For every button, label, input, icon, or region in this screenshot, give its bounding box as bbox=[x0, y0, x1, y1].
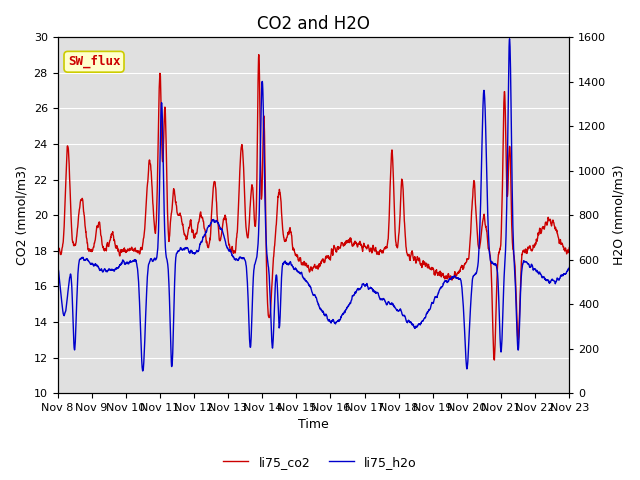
li75_h2o bbox=[506, 36, 513, 42]
li75_h2o bbox=[196, 241, 204, 247]
li75_h2o bbox=[139, 368, 147, 374]
Text: SW_flux: SW_flux bbox=[68, 55, 120, 69]
Line: li75_h2o: li75_h2o bbox=[58, 39, 570, 371]
li75_co2 bbox=[490, 357, 498, 363]
li75_co2 bbox=[535, 232, 543, 238]
li75_co2 bbox=[328, 250, 336, 256]
Y-axis label: CO2 (mmol/m3): CO2 (mmol/m3) bbox=[15, 165, 28, 265]
li75_h2o bbox=[328, 318, 336, 324]
Line: li75_co2: li75_co2 bbox=[58, 55, 570, 360]
li75_h2o bbox=[535, 271, 543, 277]
li75_co2 bbox=[521, 249, 529, 254]
li75_co2 bbox=[462, 260, 470, 265]
li75_co2 bbox=[196, 211, 204, 216]
li75_h2o bbox=[54, 262, 61, 267]
li75_co2 bbox=[339, 241, 347, 247]
Legend: li75_co2, li75_h2o: li75_co2, li75_h2o bbox=[218, 451, 422, 474]
Y-axis label: H2O (mmol/m3): H2O (mmol/m3) bbox=[612, 165, 625, 265]
li75_h2o bbox=[521, 259, 529, 265]
li75_h2o bbox=[339, 312, 347, 317]
li75_h2o bbox=[566, 264, 573, 270]
li75_co2 bbox=[566, 245, 573, 251]
Title: CO2 and H2O: CO2 and H2O bbox=[257, 15, 370, 33]
li75_h2o bbox=[462, 356, 470, 362]
li75_co2 bbox=[255, 52, 262, 58]
X-axis label: Time: Time bbox=[298, 419, 329, 432]
li75_co2 bbox=[54, 247, 61, 252]
